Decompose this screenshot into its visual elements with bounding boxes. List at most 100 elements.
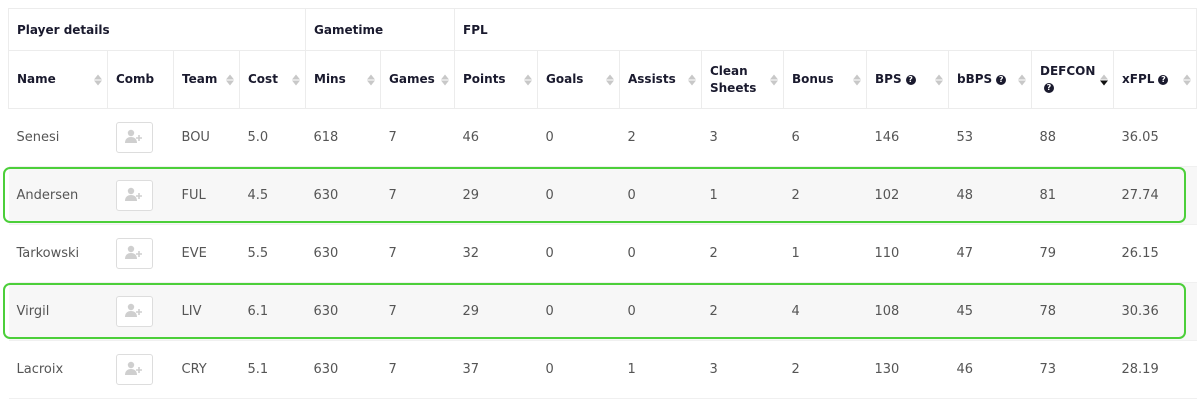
cell-cost: 5.5 bbox=[239, 224, 306, 283]
cell-assists: 0 bbox=[619, 282, 702, 341]
cell-goals: 0 bbox=[537, 224, 620, 283]
table-row: Virgil LIV 6.1 630 7 29 0 0 2 4 108 45 78 30.36 bbox=[8, 282, 1197, 341]
sort-icon[interactable] bbox=[1183, 74, 1192, 85]
column-header-xfpl[interactable]: xFPL? bbox=[1112, 50, 1198, 109]
cell-mins: 618 bbox=[305, 108, 381, 167]
column-label: Cost bbox=[248, 72, 278, 86]
sort-icon[interactable] bbox=[1018, 74, 1026, 85]
cell-assists: 1 bbox=[619, 340, 702, 399]
add-user-icon bbox=[125, 361, 143, 379]
cell-name: Andersen bbox=[8, 166, 108, 225]
cell-name: Virgil bbox=[8, 282, 108, 341]
column-header-bps[interactable]: BPS? bbox=[866, 50, 949, 109]
cell-name: Senesi bbox=[8, 108, 108, 167]
sort-icon[interactable] bbox=[292, 74, 300, 85]
add-player-button[interactable] bbox=[115, 180, 153, 211]
table-row: Lacroix CRY 5.1 630 7 37 0 1 3 2 130 46 73 28.19 bbox=[8, 340, 1197, 399]
sort-icon[interactable] bbox=[1100, 74, 1108, 85]
cell-bbps: 53 bbox=[948, 108, 1032, 167]
cell-games: 7 bbox=[380, 166, 455, 225]
group-label: Gametime bbox=[314, 22, 384, 37]
cell-bbps: 47 bbox=[948, 224, 1032, 283]
cell-cost: 5.0 bbox=[239, 108, 306, 167]
table-row: Senesi BOU 5.0 618 7 46 0 2 3 6 146 53 88 36.05 bbox=[8, 108, 1197, 167]
cell-comb bbox=[107, 340, 174, 399]
column-label: Assists bbox=[628, 72, 676, 86]
cell-name: Tarkowski bbox=[8, 224, 108, 283]
column-label: Mins bbox=[314, 72, 346, 86]
cell-defcon: 88 bbox=[1031, 108, 1114, 167]
add-player-button[interactable] bbox=[115, 122, 153, 153]
column-label: Team bbox=[182, 72, 218, 86]
add-player-button[interactable] bbox=[115, 296, 153, 327]
sort-icon[interactable] bbox=[688, 74, 696, 85]
help-icon[interactable]: ? bbox=[1158, 74, 1169, 85]
column-label: Games bbox=[389, 72, 435, 86]
cell-team: LIV bbox=[173, 282, 240, 341]
column-header-bbps[interactable]: bBPS? bbox=[948, 50, 1032, 109]
help-icon[interactable]: ? bbox=[1044, 83, 1054, 93]
column-header-row: Name Comb Team Cost Mins Games Points Goals Assi… bbox=[8, 50, 1198, 109]
column-header-assists[interactable]: Assists bbox=[619, 50, 702, 109]
cell-comb bbox=[107, 282, 174, 341]
column-label: Name bbox=[17, 72, 56, 86]
column-header-cost[interactable]: Cost bbox=[239, 50, 306, 109]
sort-icon[interactable] bbox=[770, 74, 778, 85]
cell-xfpl: 26.15 bbox=[1113, 224, 1197, 283]
cell-points: 46 bbox=[454, 108, 538, 167]
cell-defcon: 79 bbox=[1031, 224, 1114, 283]
help-icon[interactable]: ? bbox=[996, 74, 1007, 85]
column-label: DEFCON bbox=[1040, 63, 1096, 78]
column-header-points[interactable]: Points bbox=[454, 50, 538, 109]
column-label: Points bbox=[463, 72, 506, 86]
column-header-name[interactable]: Name bbox=[8, 50, 108, 109]
sort-icon[interactable] bbox=[935, 74, 943, 85]
sort-icon[interactable] bbox=[524, 74, 532, 85]
cell-defcon: 73 bbox=[1031, 340, 1114, 399]
group-header: Gametime bbox=[305, 8, 455, 51]
add-player-button[interactable] bbox=[115, 238, 153, 269]
cell-goals: 0 bbox=[537, 340, 620, 399]
column-header-team[interactable]: Team bbox=[173, 50, 240, 109]
cell-cost: 4.5 bbox=[239, 166, 306, 225]
help-icon[interactable]: ? bbox=[905, 74, 916, 85]
cell-bps: 108 bbox=[866, 282, 949, 341]
cell-cost: 5.1 bbox=[239, 340, 306, 399]
cell-mins: 630 bbox=[305, 340, 381, 399]
add-player-button[interactable] bbox=[115, 354, 153, 385]
cell-mins: 630 bbox=[305, 224, 381, 283]
cell-points: 37 bbox=[454, 340, 538, 399]
column-label: Comb bbox=[116, 72, 155, 86]
sort-icon[interactable] bbox=[441, 74, 449, 85]
cell-bonus: 2 bbox=[783, 340, 867, 399]
add-user-icon bbox=[125, 245, 143, 263]
sort-icon[interactable] bbox=[226, 74, 234, 85]
sort-icon[interactable] bbox=[94, 74, 102, 85]
column-label: Goals bbox=[546, 72, 584, 86]
player-stats-table: Player details Gametime FPL Name Comb Team Cos… bbox=[8, 8, 1198, 399]
column-label: bBPS bbox=[957, 72, 993, 86]
cell-points: 29 bbox=[454, 282, 538, 341]
column-header-clean-sheets[interactable]: Clean Sheets bbox=[701, 50, 784, 109]
column-header-bonus[interactable]: Bonus bbox=[783, 50, 867, 109]
sort-icon[interactable] bbox=[367, 74, 375, 85]
cell-cs: 2 bbox=[701, 224, 784, 283]
group-header: FPL bbox=[453, 8, 1198, 51]
cell-mins: 630 bbox=[305, 166, 381, 225]
column-header-games[interactable]: Games bbox=[380, 50, 455, 109]
cell-games: 7 bbox=[380, 224, 455, 283]
sort-icon[interactable] bbox=[853, 74, 861, 85]
group-label: FPL bbox=[463, 22, 488, 37]
column-header-defcon[interactable]: DEFCON? bbox=[1031, 50, 1114, 109]
sort-icon[interactable] bbox=[606, 74, 614, 85]
cell-defcon: 78 bbox=[1031, 282, 1114, 341]
cell-goals: 0 bbox=[537, 166, 620, 225]
column-header-goals[interactable]: Goals bbox=[537, 50, 620, 109]
cell-goals: 0 bbox=[537, 282, 620, 341]
cell-comb bbox=[107, 108, 174, 167]
cell-bps: 110 bbox=[866, 224, 949, 283]
column-header-mins[interactable]: Mins bbox=[305, 50, 381, 109]
column-label: xFPL bbox=[1122, 72, 1155, 86]
cell-bonus: 4 bbox=[783, 282, 867, 341]
cell-cs: 3 bbox=[701, 108, 784, 167]
